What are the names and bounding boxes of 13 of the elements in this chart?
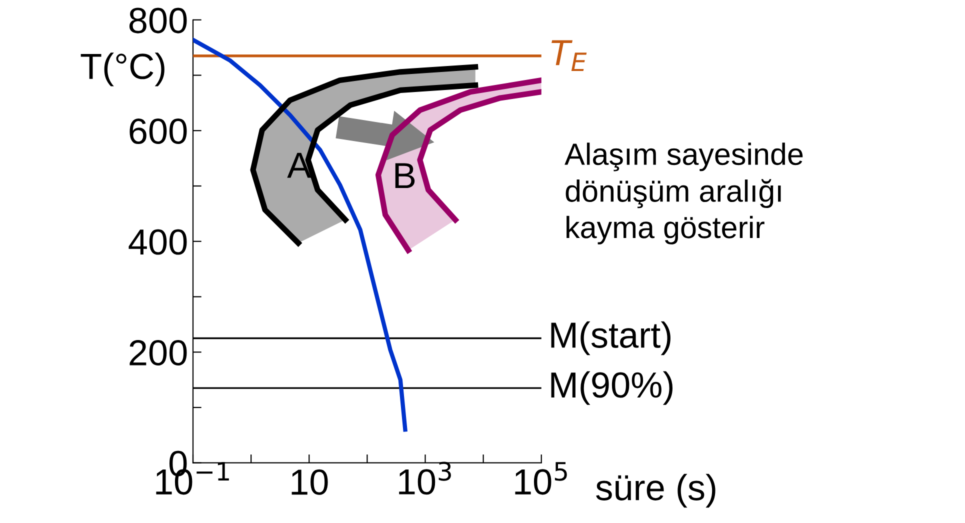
y-tick-label: 400 [128,229,187,255]
x-axis-title: süre (s) [596,474,716,508]
x-tick-label: 10$^{5}$ [515,462,567,495]
y-tick-label: 800 [129,8,187,34]
y-axis-title: T(°C) [80,52,164,86]
annotation: B [395,163,415,188]
y-tick-label: 600 [130,118,187,144]
y-tick-label: 200 [130,340,187,366]
ref-line-label: M(90%) [551,371,672,405]
ref-line-label: M(start) [551,321,670,356]
x-tick-label: 10 [292,469,328,495]
ref-line-label: T$_{E}$ [552,40,587,72]
text: Alaşım sayesinde dönüşüm aralığı kayma gösterir [564,142,803,244]
